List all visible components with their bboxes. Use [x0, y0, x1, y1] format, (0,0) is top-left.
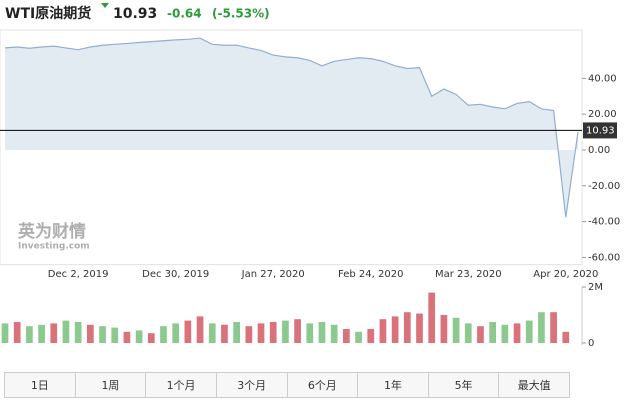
- volume-bar: [86, 324, 94, 343]
- volume-bar: [62, 320, 70, 343]
- volume-bar: [562, 331, 570, 343]
- volume-bar: [391, 316, 399, 343]
- y-tick-label: 2M: [588, 282, 603, 293]
- price-tag: [583, 122, 617, 139]
- volume-bar: [538, 312, 545, 343]
- y-tick-label: 0.00: [588, 145, 610, 156]
- x-tick-label: Feb 24, 2020: [338, 269, 403, 280]
- price: 10.93: [113, 6, 157, 22]
- volume-bar: [550, 312, 557, 343]
- volume-bar: [525, 320, 533, 343]
- y-tick-label: 40.00: [588, 73, 617, 84]
- volume-bar: [135, 330, 143, 343]
- volume-bar: [196, 316, 204, 343]
- volume-bar: [294, 319, 301, 343]
- volume-bar: [513, 323, 521, 343]
- range-button[interactable]: 6个月: [287, 373, 359, 397]
- change: -0.64: [167, 7, 202, 21]
- y-tick-label: 20.00: [588, 109, 617, 120]
- volume-bar: [306, 323, 314, 343]
- x-tick-label: Apr 20, 2020: [533, 269, 598, 280]
- chart: WTI原油期货 10.93 -0.64 (-5.53%) 40.00 20.00 0…: [0, 3, 620, 349]
- price-tag-label: 10.93: [586, 125, 615, 136]
- range-button[interactable]: 1年: [358, 373, 429, 397]
- volume-bar: [489, 322, 497, 343]
- volume-bar: [99, 326, 106, 343]
- x-tick-label: Mar 23, 2020: [435, 269, 502, 280]
- volume-bar: [257, 323, 265, 343]
- range-button[interactable]: 1个月: [146, 373, 217, 397]
- volume-bar: [452, 317, 460, 343]
- watermark: 英为财情: [18, 221, 86, 242]
- change-pct: (-5.53%): [212, 7, 270, 21]
- y-tick-label: -60.00: [588, 252, 620, 263]
- x-tick-label: Dec 2, 2019: [48, 269, 109, 280]
- volume-bar: [147, 333, 155, 343]
- down-arrow: [101, 3, 109, 8]
- volume-bar: [111, 327, 119, 343]
- volume-bar: [355, 331, 362, 343]
- volume-bar: [172, 323, 180, 343]
- volume-bar: [269, 322, 277, 343]
- volume-bar: [160, 326, 167, 343]
- range-buttons: 1日 1周 1个月 3个月 6个月 1年 5年 最大值: [4, 372, 570, 398]
- range-button[interactable]: 5年: [428, 373, 500, 397]
- volume-bar: [50, 323, 58, 343]
- volume-bar: [477, 326, 484, 343]
- volume-bar: [318, 322, 326, 343]
- y-tick-label: 0: [588, 338, 594, 349]
- volume-bar: [13, 322, 21, 343]
- volume-bar: [330, 324, 338, 343]
- volume-bar: [343, 329, 350, 343]
- volume-bar: [233, 322, 240, 343]
- volume-bar: [464, 323, 472, 343]
- volume-bar: [403, 312, 411, 343]
- range-button[interactable]: 最大值: [499, 373, 569, 397]
- volume-bar: [501, 324, 509, 343]
- volume-bar: [221, 324, 228, 343]
- volume-bar: [416, 313, 423, 343]
- volume-bar: [282, 320, 289, 343]
- volume-bar: [428, 292, 436, 343]
- volume-bar: [26, 326, 33, 343]
- y-tick-label: -20.00: [588, 181, 620, 192]
- volume-bar: [379, 319, 387, 343]
- volume-bar: [208, 323, 216, 343]
- range-button[interactable]: 3个月: [216, 373, 288, 397]
- plot-frame: [0, 29, 583, 266]
- volume-bar: [367, 329, 375, 343]
- instrument-title: WTI原油期货: [5, 5, 91, 22]
- volume-bar: [123, 331, 131, 343]
- y-tick-label: -40.00: [588, 217, 620, 228]
- volume-bar: [74, 322, 82, 343]
- watermark: Investing.com: [18, 242, 90, 252]
- range-button[interactable]: 1周: [75, 373, 147, 397]
- range-button[interactable]: 1日: [5, 373, 76, 397]
- volume-bar: [1, 323, 9, 343]
- x-tick-label: Jan 27, 2020: [241, 269, 305, 280]
- x-tick-label: Dec 30, 2019: [142, 269, 209, 280]
- volume-bar: [440, 315, 448, 343]
- price-line: [4, 37, 579, 218]
- volume-bar: [245, 326, 253, 343]
- area-fill: [5, 38, 578, 218]
- volume-bar: [184, 320, 192, 343]
- volume-bar: [38, 324, 45, 343]
